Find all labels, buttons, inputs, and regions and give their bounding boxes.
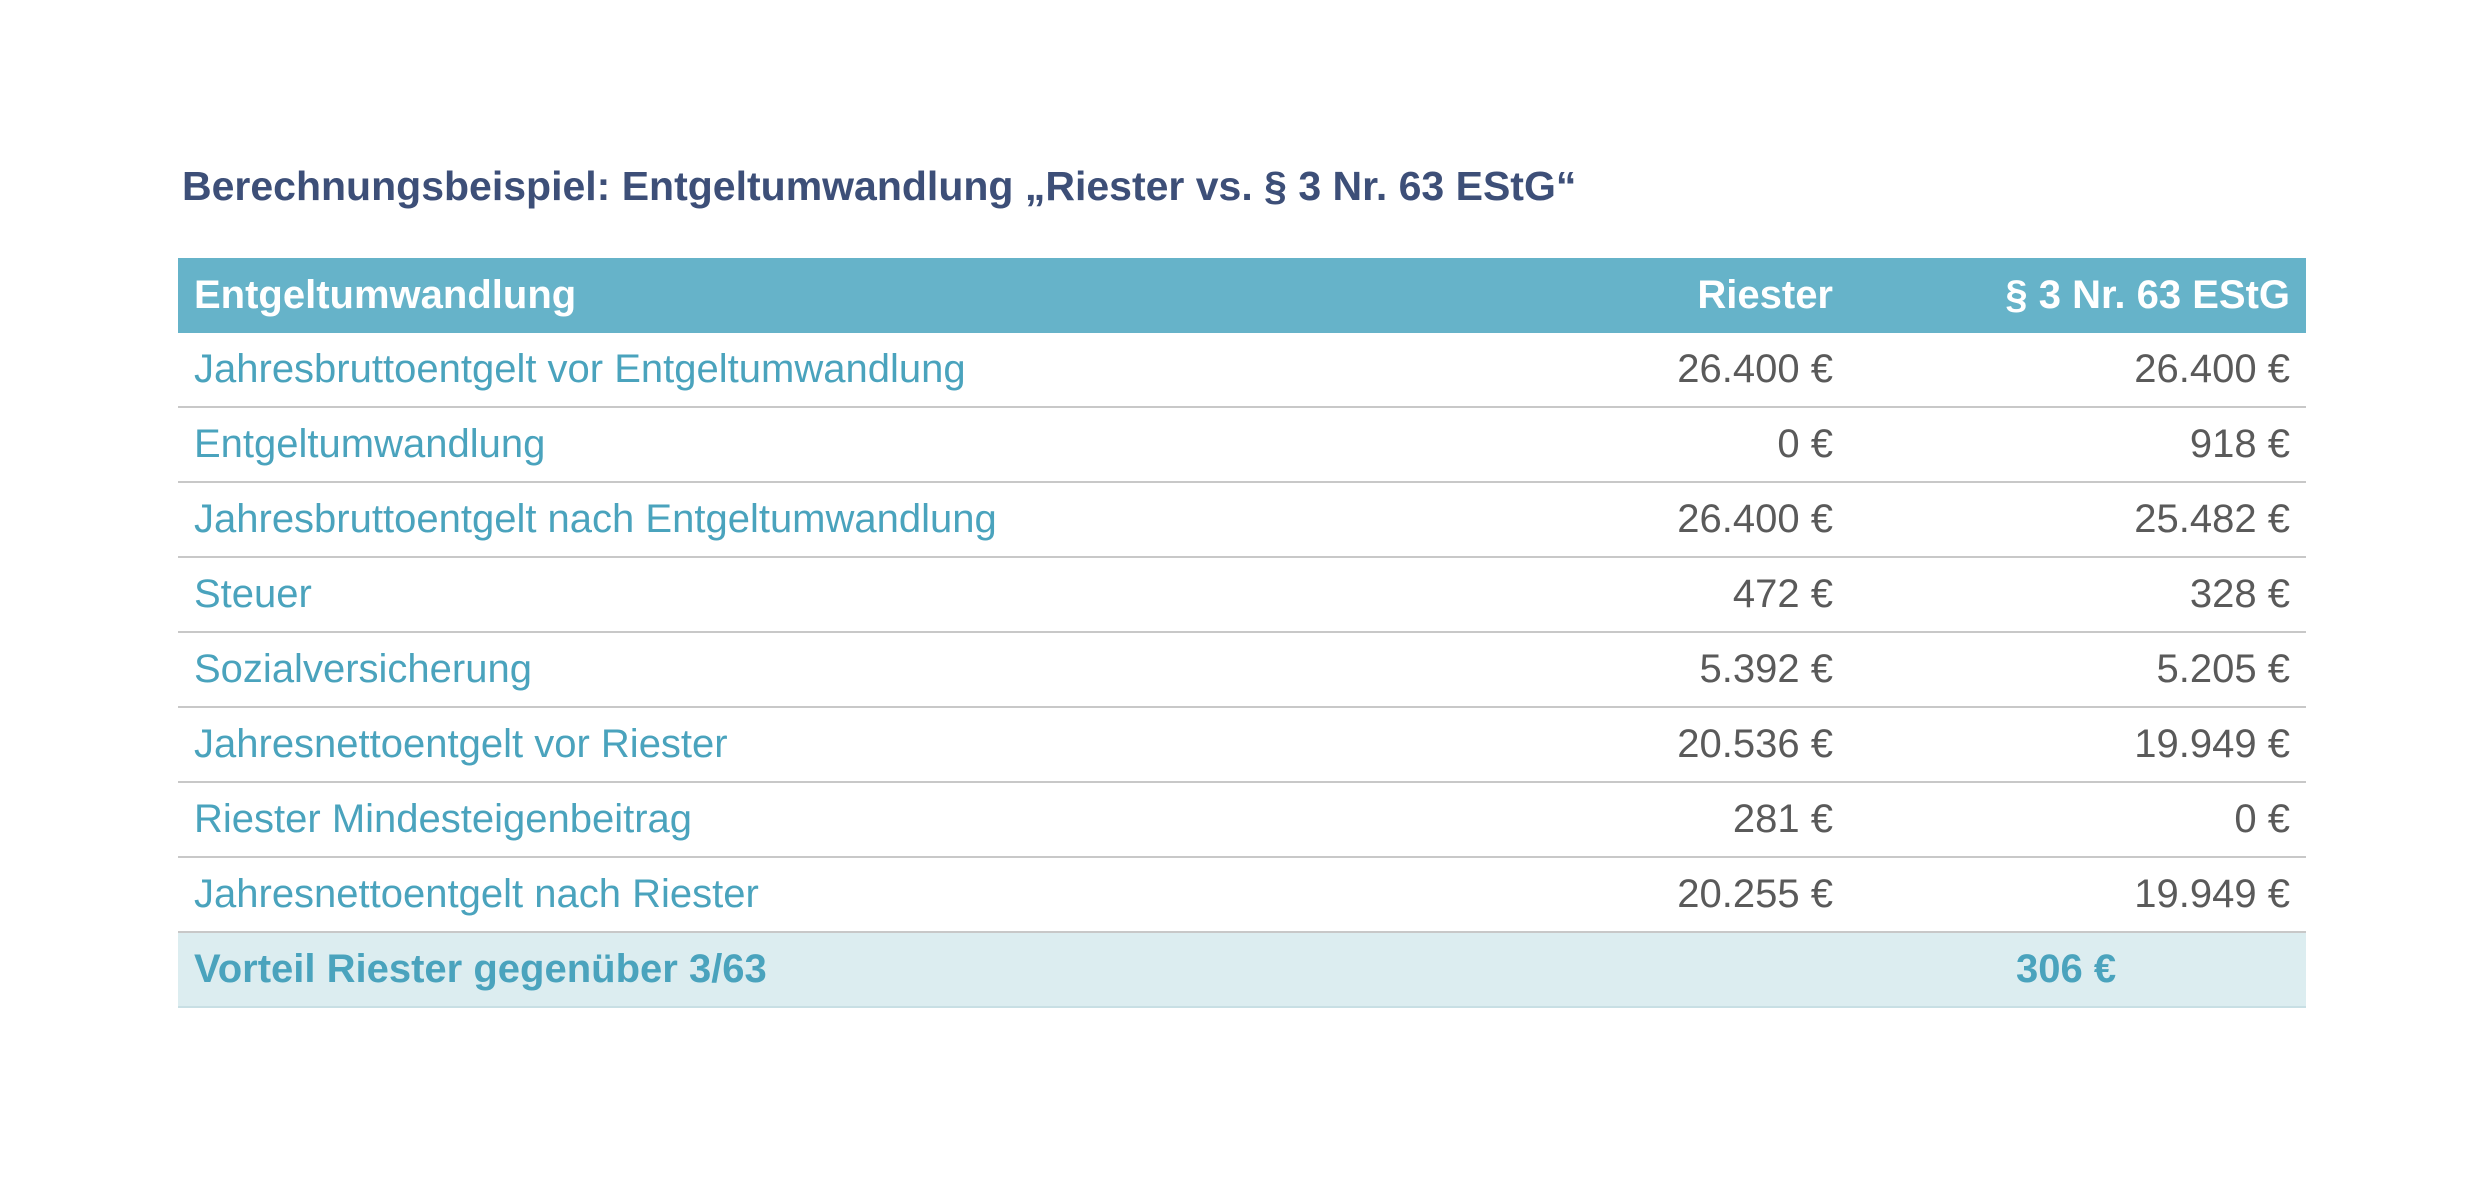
table-row: Jahresnettoentgelt vor Riester 20.536 € … [178,708,2306,783]
table-row: Jahresbruttoentgelt nach Entgeltumwandlu… [178,483,2306,558]
riester-value: 26.400 € [1677,347,1833,391]
estg-value: 25.482 € [2134,497,2290,541]
row-label: Riester Mindesteigenbeitrag [194,797,693,841]
table-row: Riester Mindesteigenbeitrag 281 € 0 € [178,783,2306,858]
table-header-row: Entgeltumwandlung Riester § 3 Nr. 63 ESt… [178,258,2306,333]
row-label: Steuer [194,572,312,616]
footer-label: Vorteil Riester gegenüber 3/63 [194,947,767,991]
row-label: Jahresnettoentgelt vor Riester [194,722,728,766]
table-row: Steuer 472 € 328 € [178,558,2306,633]
row-label: Jahresnettoentgelt nach Riester [194,872,759,916]
riester-value: 472 € [1732,572,1833,616]
estg-value: 19.949 € [2134,872,2290,916]
riester-value: 20.255 € [1677,872,1833,916]
page-title: Berechnungsbeispiel: Entgeltumwandlung „… [182,163,1577,209]
row-label: Entgeltumwandlung [194,422,546,466]
estg-value: 19.949 € [2134,722,2290,766]
table-footer-row: Vorteil Riester gegenüber 3/63 306 € [178,933,2306,1008]
table-row: Jahresnettoentgelt nach Riester 20.255 €… [178,858,2306,933]
table-row: Jahresbruttoentgelt vor Entgeltumwandlun… [178,333,2306,408]
row-label: Sozialversicherung [194,647,532,691]
estg-value: 5.205 € [2156,647,2290,691]
header-label: Entgeltumwandlung [194,273,577,317]
estg-value: 0 € [2234,797,2290,841]
estg-value: 26.400 € [2134,347,2290,391]
header-estg: § 3 Nr. 63 EStG [2005,273,2290,317]
riester-value: 26.400 € [1677,497,1833,541]
riester-value: 0 € [1777,422,1833,466]
header-riester: Riester [1697,273,1833,317]
riester-value: 281 € [1732,797,1833,841]
row-label: Jahresbruttoentgelt vor Entgeltumwandlun… [194,347,966,391]
table-row: Sozialversicherung 5.392 € 5.205 € [178,633,2306,708]
footer-value: 306 € [2016,947,2117,991]
riester-value: 20.536 € [1677,722,1833,766]
table-row: Entgeltumwandlung 0 € 918 € [178,408,2306,483]
estg-value: 328 € [2189,572,2290,616]
riester-value: 5.392 € [1699,647,1833,691]
estg-value: 918 € [2189,422,2290,466]
comparison-table: Entgeltumwandlung Riester § 3 Nr. 63 ESt… [178,258,2306,1008]
row-label: Jahresbruttoentgelt nach Entgeltumwandlu… [194,497,997,541]
